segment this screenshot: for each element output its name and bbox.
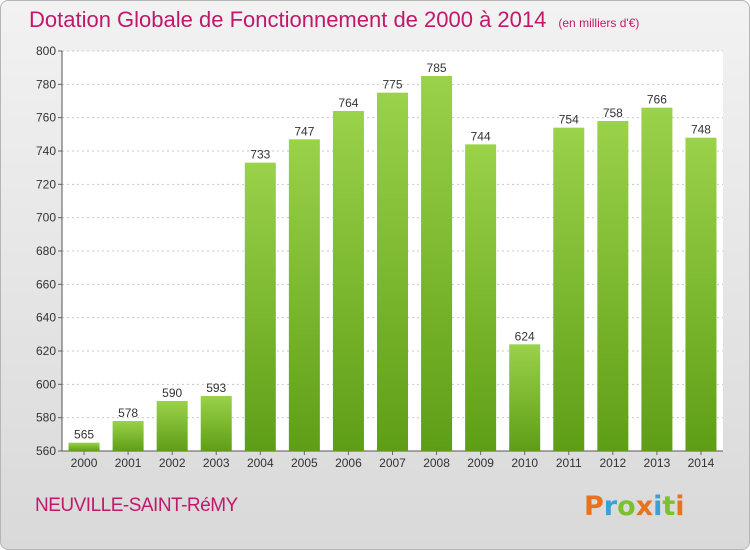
bar: [597, 121, 629, 451]
bar: [509, 344, 541, 451]
x-tick-label: 2004: [247, 456, 274, 470]
data-label: 785: [427, 61, 447, 75]
x-tick-label: 2005: [291, 456, 318, 470]
y-tick-label: 580: [36, 411, 56, 425]
x-tick-label: 2014: [688, 456, 715, 470]
x-tick-label: 2012: [599, 456, 626, 470]
logo-letter: o: [617, 491, 636, 522]
x-tick-label: 2009: [467, 456, 494, 470]
x-tick-label: 2003: [203, 456, 230, 470]
x-tick-label: 2000: [71, 456, 98, 470]
chart-title-block: Dotation Globale de Fonctionnement de 20…: [29, 7, 639, 33]
bar: [332, 111, 364, 451]
x-tick-label: 2010: [511, 456, 538, 470]
logo-letter: t: [662, 491, 676, 522]
data-label: 764: [338, 96, 358, 110]
y-tick-label: 600: [36, 377, 56, 391]
x-tick-label: 2008: [423, 456, 450, 470]
bar: [200, 396, 232, 451]
data-label: 593: [206, 381, 226, 395]
data-label: 624: [515, 329, 535, 343]
x-tick-label: 2007: [379, 456, 406, 470]
bar: [421, 76, 453, 451]
data-label: 578: [118, 406, 138, 420]
commune-name: NEUVILLE-SAINT-RéMY: [35, 495, 238, 516]
bar: [465, 144, 497, 452]
logo-letter: i: [675, 491, 685, 522]
bar: [68, 442, 100, 451]
data-label: 565: [74, 428, 94, 442]
y-tick-label: 780: [36, 77, 56, 91]
y-tick-label: 620: [36, 344, 56, 358]
data-label: 590: [162, 386, 182, 400]
x-tick-label: 2002: [159, 456, 186, 470]
bar: [156, 401, 188, 451]
logo-letter: P: [584, 491, 604, 522]
y-tick-label: 680: [36, 244, 56, 258]
x-tick-label: 2011: [556, 456, 582, 470]
x-tick-label: 2013: [644, 456, 671, 470]
x-tick-label: 2001: [115, 456, 142, 470]
y-tick-label: 740: [36, 144, 56, 158]
chart-title: Dotation Globale de Fonctionnement de 20…: [29, 7, 547, 32]
logo-letter: x: [635, 491, 654, 522]
data-label: 747: [294, 124, 314, 138]
y-tick-label: 560: [36, 444, 56, 458]
y-tick-label: 760: [36, 111, 56, 125]
y-tick-label: 720: [36, 177, 56, 191]
bar: [112, 421, 144, 451]
bar: [244, 162, 276, 451]
x-tick-label: 2006: [335, 456, 362, 470]
y-tick-label: 700: [36, 211, 56, 225]
proxiti-logo: Proxiti: [584, 491, 685, 522]
bar: [377, 92, 408, 452]
logo-letter: i: [653, 491, 663, 522]
data-label: 744: [471, 129, 491, 143]
data-label: 754: [559, 113, 579, 127]
y-tick-label: 640: [36, 311, 56, 325]
data-label: 775: [382, 78, 402, 92]
bar: [288, 139, 320, 452]
logo-letter: r: [603, 491, 618, 522]
y-tick-label: 800: [36, 44, 56, 58]
bar: [553, 127, 585, 452]
data-label: 733: [250, 148, 270, 162]
y-tick-label: 660: [36, 277, 56, 291]
data-label: 748: [691, 123, 711, 137]
bar: [685, 137, 717, 451]
data-label: 766: [647, 93, 667, 107]
data-label: 758: [603, 106, 623, 120]
bar: [641, 107, 673, 452]
chart-subtitle: (en milliers d'€): [558, 16, 640, 30]
